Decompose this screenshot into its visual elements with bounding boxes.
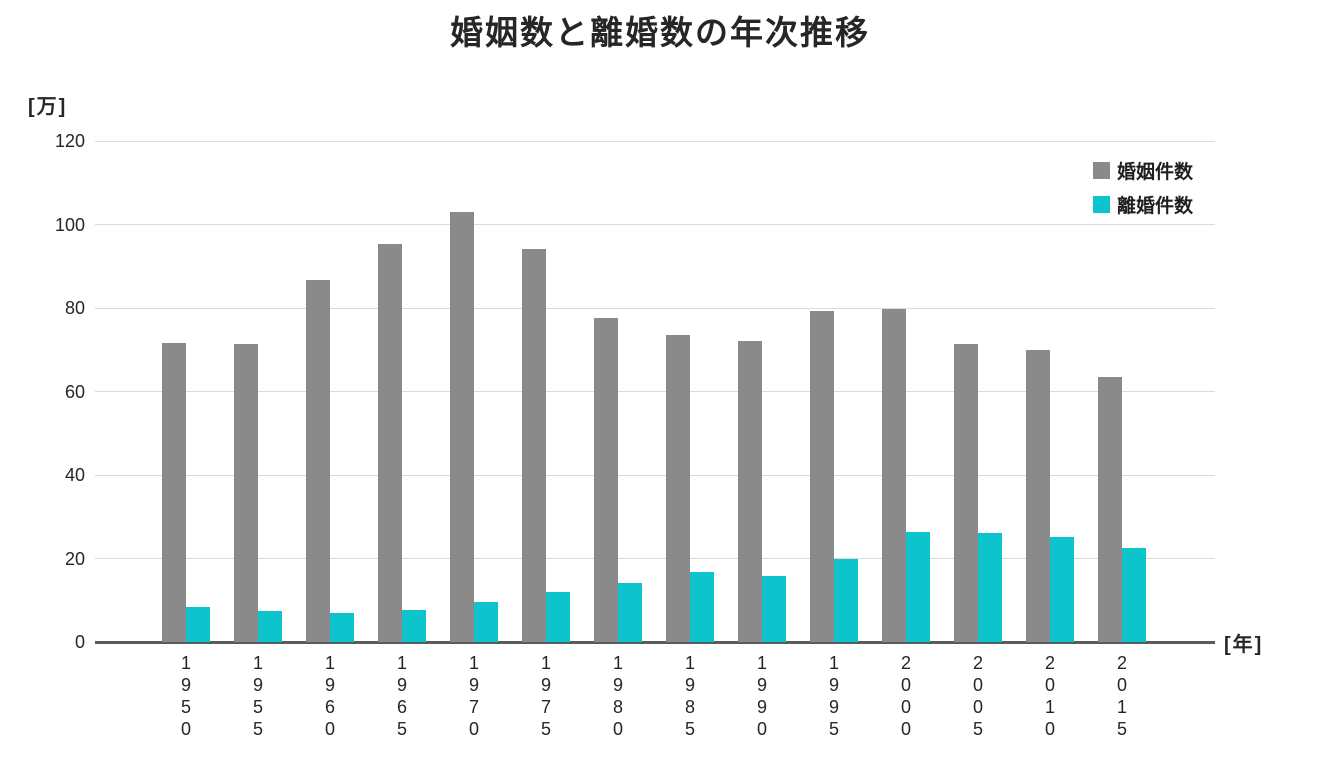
y-tick-label-100: 100 [54, 214, 85, 235]
bar-divorces-1975 [546, 592, 570, 642]
bar-marriages-1990 [738, 340, 762, 642]
x-tick-label-1970: 1 9 7 0 [468, 653, 479, 739]
bar-marriages-1985 [666, 334, 690, 642]
gridline-y40 [95, 474, 1215, 476]
legend-swatch-marriages-icon [1093, 161, 1110, 179]
x-tick-label-1950: 1 9 5 0 [180, 653, 191, 739]
y-axis-unit-label: [万] [28, 96, 68, 118]
x-tick-label-1995: 1 9 9 5 [828, 653, 839, 739]
y-tick-label-40: 40 [64, 465, 85, 485]
bar-divorces-1990 [762, 576, 786, 642]
x-tick-label-1980: 1 9 8 0 [612, 653, 623, 739]
chart-title: 婚姻数と離婚数の年次推移 [450, 14, 870, 51]
bar-divorces-2005 [978, 532, 1002, 642]
x-tick-label-1960: 1 9 6 0 [324, 653, 335, 739]
bar-divorces-2015 [1122, 547, 1146, 642]
bar-divorces-1960 [330, 613, 354, 642]
bar-marriages-2005 [954, 343, 978, 642]
gridline-y60 [95, 391, 1215, 392]
y-tick-label-80: 80 [64, 298, 85, 318]
bar-divorces-2010 [1050, 537, 1074, 642]
bar-marriages-2010 [1026, 349, 1050, 642]
legend: 婚姻件数 離婚件数 [1093, 153, 1193, 221]
bar-marriages-1975 [522, 248, 546, 642]
bar-divorces-1995 [834, 558, 858, 642]
gridline-y80 [95, 307, 1215, 309]
x-tick-label-2000: 2 0 0 0 [900, 653, 911, 739]
bar-marriages-1960 [306, 280, 330, 642]
y-tick-label-120: 120 [54, 131, 85, 151]
x-tick-label-2015: 2 0 1 5 [1116, 653, 1127, 739]
x-tick-label-2005: 2 0 0 5 [972, 653, 983, 739]
bar-marriages-2000 [882, 308, 906, 642]
legend-swatch-divorces-icon [1093, 195, 1110, 213]
y-tick-label-20: 20 [64, 548, 85, 569]
y-tick-label-60: 60 [64, 381, 85, 402]
gridline-y120 [95, 140, 1215, 142]
x-tick-label-2010: 2 0 1 0 [1044, 653, 1055, 739]
bar-marriages-1955 [234, 343, 258, 642]
bar-divorces-1980 [618, 582, 642, 642]
legend-label-divorces: 離婚件数 [1117, 195, 1194, 217]
gridline-y20 [95, 558, 1215, 559]
bar-divorces-1970 [474, 601, 498, 642]
x-tick-label-1975: 1 9 7 5 [540, 653, 551, 739]
bar-divorces-1950 [186, 606, 210, 642]
bar-marriages-1980 [594, 318, 618, 642]
bar-divorces-1955 [258, 610, 282, 642]
bar-marriages-1950 [162, 343, 186, 642]
bar-divorces-1965 [402, 609, 426, 642]
gridline-y100 [95, 224, 1215, 225]
bar-divorces-1985 [690, 572, 714, 642]
bar-marriages-1965 [378, 243, 402, 642]
bar-divorces-2000 [906, 531, 930, 642]
x-tick-label-1985: 1 9 8 5 [684, 653, 695, 739]
y-tick-label-0: 0 [74, 632, 85, 652]
x-axis-unit-label: [年] [1224, 634, 1264, 656]
legend-item-marriages: 婚姻件数 [1093, 153, 1193, 187]
legend-item-divorces: 離婚件数 [1093, 187, 1193, 221]
bar-marriages-1995 [810, 311, 834, 642]
bar-marriages-1970 [450, 212, 474, 642]
x-tick-label-1955: 1 9 5 5 [252, 653, 263, 739]
x-axis-line [95, 641, 1215, 644]
legend-label-marriages: 婚姻件数 [1117, 161, 1194, 183]
x-tick-label-1990: 1 9 9 0 [756, 653, 767, 739]
x-tick-label-1965: 1 9 6 5 [396, 653, 407, 739]
bar-marriages-2015 [1098, 376, 1122, 642]
